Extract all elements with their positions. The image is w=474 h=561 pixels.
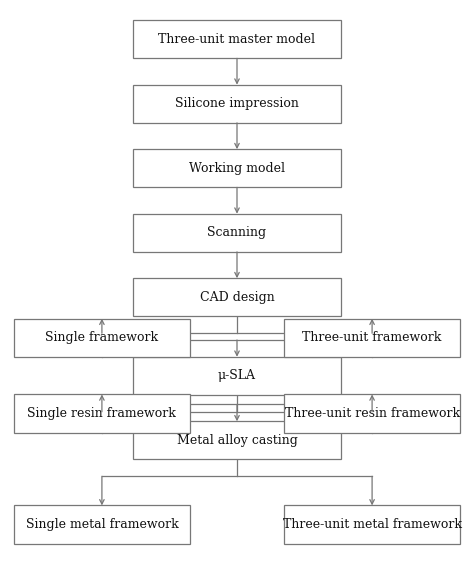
Text: Single resin framework: Single resin framework xyxy=(27,407,176,420)
Text: Three-unit master model: Three-unit master model xyxy=(158,33,316,46)
Text: Single framework: Single framework xyxy=(46,331,158,344)
FancyBboxPatch shape xyxy=(133,278,341,316)
Text: Three-unit resin framework: Three-unit resin framework xyxy=(284,407,460,420)
Text: Single metal framework: Single metal framework xyxy=(26,518,178,531)
FancyBboxPatch shape xyxy=(14,394,190,433)
Text: Silicone impression: Silicone impression xyxy=(175,97,299,111)
FancyBboxPatch shape xyxy=(14,505,190,544)
FancyBboxPatch shape xyxy=(14,319,190,357)
FancyBboxPatch shape xyxy=(284,394,460,433)
FancyBboxPatch shape xyxy=(133,421,341,459)
FancyBboxPatch shape xyxy=(133,149,341,187)
FancyBboxPatch shape xyxy=(284,319,460,357)
Text: Three-unit metal framework: Three-unit metal framework xyxy=(283,518,462,531)
FancyBboxPatch shape xyxy=(133,214,341,252)
Text: Metal alloy casting: Metal alloy casting xyxy=(176,434,298,447)
FancyBboxPatch shape xyxy=(133,357,341,395)
FancyBboxPatch shape xyxy=(133,20,341,58)
Text: Working model: Working model xyxy=(189,162,285,175)
Text: μ-SLA: μ-SLA xyxy=(218,369,256,383)
Text: Three-unit framework: Three-unit framework xyxy=(302,331,442,344)
FancyBboxPatch shape xyxy=(284,505,460,544)
FancyBboxPatch shape xyxy=(133,85,341,123)
Text: CAD design: CAD design xyxy=(200,291,274,304)
Text: Scanning: Scanning xyxy=(208,226,266,240)
